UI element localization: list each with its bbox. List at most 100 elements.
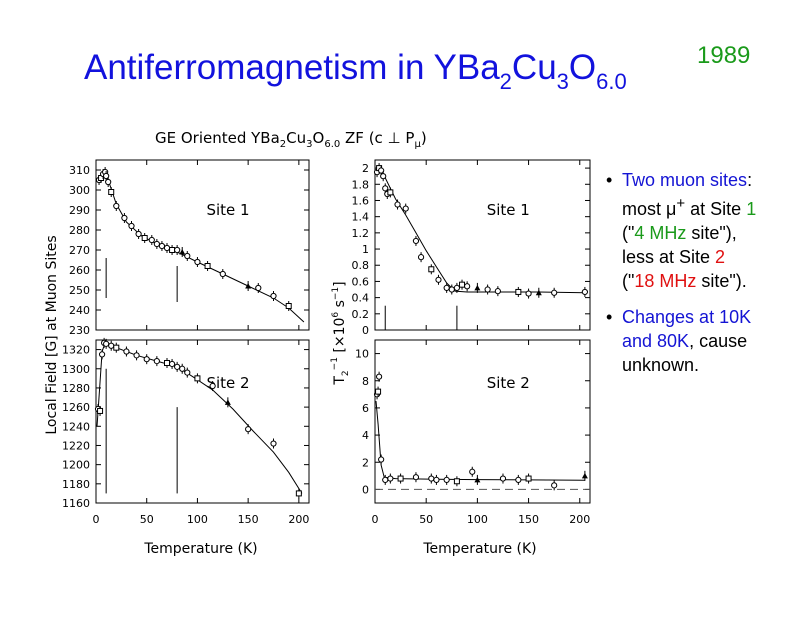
- y-tick-label: 1.4: [352, 211, 370, 224]
- data-point: [143, 356, 150, 363]
- data-point: [158, 242, 166, 250]
- right-x-label: Temperature (K): [422, 541, 536, 557]
- slide-title: Antiferromagnetism in YBa2Cu3O6.0: [84, 48, 627, 94]
- data-point: [103, 340, 110, 347]
- y-tick-label: 240: [69, 304, 90, 317]
- data-point: [464, 283, 471, 290]
- data-point: [194, 375, 201, 382]
- y-tick-label: 2: [362, 162, 369, 175]
- data-point: [128, 222, 135, 230]
- panel-frame: [374, 339, 591, 504]
- slide-year: 1989: [697, 42, 751, 69]
- y-tick-label: 1: [362, 243, 369, 256]
- left-y-label: Local Field [G] at Muon Sites: [44, 235, 60, 434]
- data-point: [105, 178, 112, 186]
- data-point: [123, 348, 130, 355]
- x-tick-label: 100: [467, 513, 488, 526]
- x-tick-label: 0: [93, 513, 100, 526]
- fit-curve: [375, 401, 585, 481]
- data-point: [295, 490, 302, 497]
- data-point: [448, 286, 455, 293]
- data-point: [270, 292, 277, 300]
- data-point: [453, 478, 460, 485]
- data-point: [270, 440, 277, 447]
- panel-top-left: 230 240 250 260 270 280 290 300 310 Site 1: [69, 159, 310, 337]
- y-tick-label: 1.6: [352, 194, 370, 207]
- y-tick-label: 250: [69, 284, 90, 297]
- data-point: [443, 284, 450, 292]
- panel-annotation: Site 2: [206, 374, 249, 392]
- data-point: [499, 475, 507, 482]
- data-point: [121, 214, 128, 222]
- data-point: [153, 357, 160, 365]
- fit-curve: [96, 342, 303, 494]
- x-tick-label: 150: [518, 513, 539, 526]
- data-point: [179, 365, 186, 372]
- data-point: [375, 373, 383, 380]
- data-point: [245, 283, 252, 289]
- data-point: [525, 290, 532, 297]
- bullet-muon-sites: • Two muon sites: most μ+ at Site 1 ("4 …: [606, 170, 757, 291]
- panel-annotation: Site 1: [487, 201, 530, 219]
- data-point: [382, 185, 389, 192]
- data-point: [459, 281, 466, 288]
- data-point: [435, 276, 442, 283]
- y-tick-label: 0: [362, 483, 369, 496]
- data-point: [204, 263, 211, 269]
- data-point: [378, 167, 385, 174]
- y-tick-label: 230: [69, 324, 90, 337]
- data-point: [394, 201, 401, 208]
- y-tick-label: 4: [362, 429, 369, 442]
- x-tick-label: 0: [372, 513, 379, 526]
- y-tick-label: 280: [69, 224, 90, 237]
- data-point: [525, 475, 532, 482]
- panel-top-right: 0 0.2 0.4 0.6 0.8 1 1.2 1.4 1.6 1.8 2 Site 1: [352, 159, 591, 337]
- x-tick-label: 200: [569, 513, 590, 526]
- data-point: [113, 344, 120, 351]
- y-tick-label: 10: [355, 348, 369, 361]
- data-point: [380, 173, 387, 180]
- data-point: [164, 360, 170, 367]
- data-point: [412, 474, 420, 481]
- data-point: [378, 456, 385, 463]
- y-tick-label: 310: [69, 164, 90, 177]
- data-point: [515, 476, 522, 484]
- data-point: [113, 202, 120, 210]
- data-point: [387, 475, 394, 482]
- y-tick-label: 1180: [62, 478, 90, 491]
- data-point: [474, 476, 481, 483]
- data-point: [551, 289, 558, 296]
- y-tick-label: 2: [362, 456, 369, 469]
- y-tick-label: 260: [69, 264, 90, 277]
- y-tick-label: 1200: [62, 459, 90, 472]
- left-x-label: Temperature (K): [143, 541, 257, 557]
- x-tick-label: 150: [238, 513, 259, 526]
- data-point: [184, 369, 191, 376]
- data-point: [494, 288, 501, 295]
- right-y-label: T2−1 [×106 s−1]: [330, 281, 351, 385]
- data-point: [581, 288, 588, 296]
- data-point: [474, 284, 481, 291]
- data-point: [285, 303, 292, 309]
- bullet-list: • Two muon sites: most μ+ at Site 1 ("4 …: [606, 168, 796, 389]
- panel-bottom-left: 1160 1180 1200 1220 1240 1260 1280 1300 1320 0 50 1…: [62, 337, 310, 526]
- y-tick-label: 6: [362, 402, 369, 415]
- panel-frame: [95, 159, 310, 331]
- y-tick-label: 1.8: [352, 178, 370, 191]
- data-point: [515, 288, 522, 295]
- data-point: [412, 237, 420, 245]
- y-tick-label: 300: [69, 184, 90, 197]
- data-point: [209, 382, 216, 390]
- data-point: [179, 249, 186, 255]
- panel-frame: [374, 159, 591, 331]
- figure-header: GE Oriented YBa2Cu3O6.0 ZF (c ⊥ Pμ): [155, 129, 427, 150]
- y-tick-label: 270: [69, 244, 90, 257]
- y-tick-label: 1220: [62, 439, 90, 452]
- data-point: [98, 351, 106, 358]
- data-point: [433, 476, 440, 484]
- data-point: [443, 476, 450, 484]
- y-tick-label: 1320: [62, 344, 90, 357]
- data-point: [174, 363, 181, 370]
